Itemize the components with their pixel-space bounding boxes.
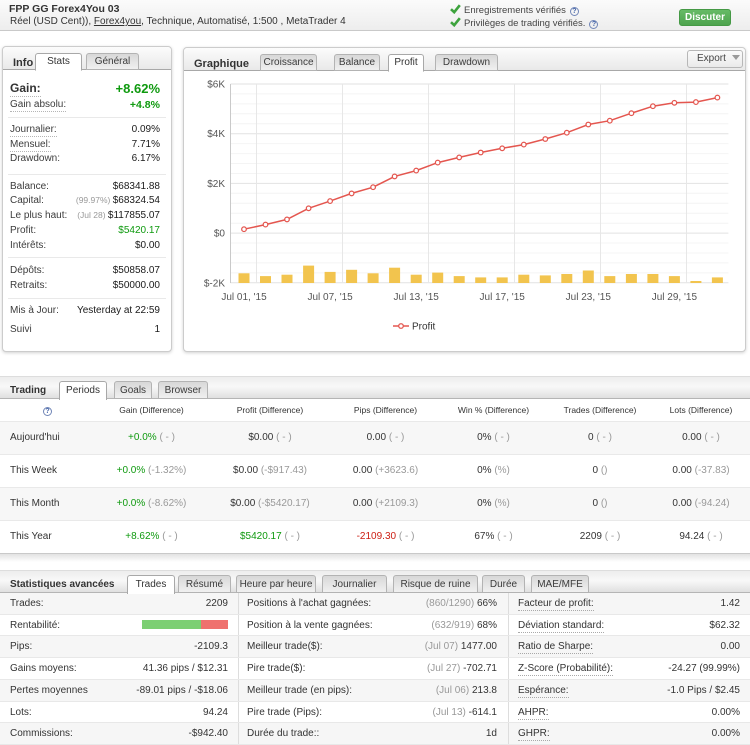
svg-text:Jul 07, '15: Jul 07, '15 (307, 292, 353, 303)
svg-text:Jul 29, '15: Jul 29, '15 (652, 292, 698, 303)
svg-text:$6K: $6K (207, 80, 225, 91)
svg-text:Jul 17, '15: Jul 17, '15 (480, 292, 526, 303)
svg-text:$4K: $4K (207, 129, 225, 140)
svg-text:Jul 01, '15: Jul 01, '15 (221, 292, 267, 303)
svg-text:Jul 23, '15: Jul 23, '15 (566, 292, 612, 303)
svg-text:Profit: Profit (412, 322, 436, 333)
svg-text:$2K: $2K (207, 179, 225, 190)
svg-text:Jul 13, '15: Jul 13, '15 (394, 292, 440, 303)
svg-text:$0: $0 (214, 229, 226, 240)
svg-text:$-2K: $-2K (204, 278, 225, 289)
